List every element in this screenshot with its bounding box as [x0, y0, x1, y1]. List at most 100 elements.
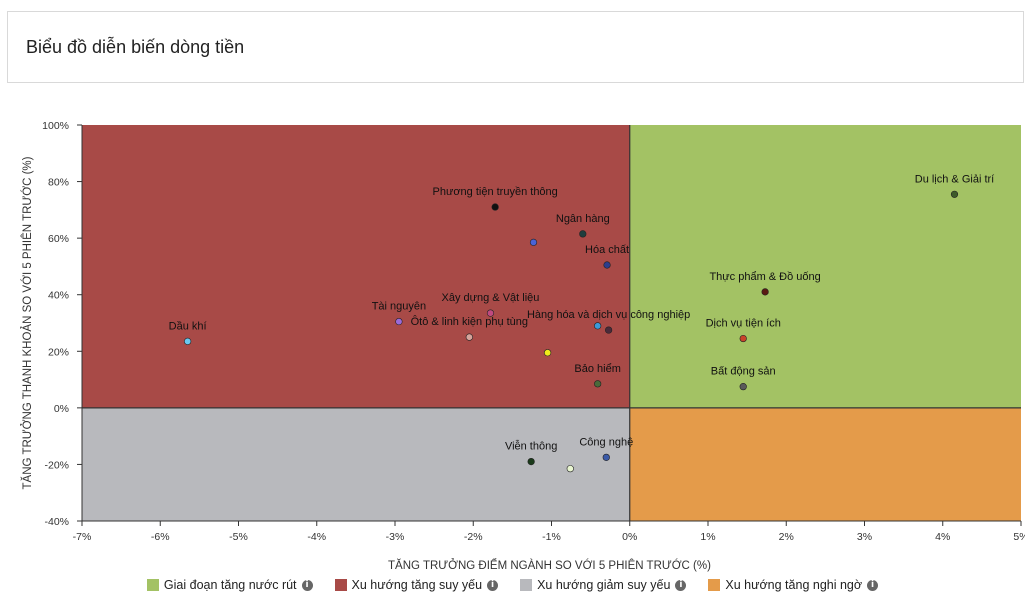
point-label: Dầu khí: [169, 320, 207, 332]
data-point: [543, 349, 552, 357]
point-label: Bảo hiểm: [574, 363, 620, 375]
y-axis-title: TĂNG TRƯỞNG THANH KHOẢN SO VỚI 5 PHIÊN T…: [21, 156, 34, 489]
y-tick-label: 80%: [48, 177, 69, 189]
point-marker: [566, 465, 574, 473]
point-marker: [486, 309, 495, 317]
data-point: Hóa chất: [585, 244, 629, 269]
data-point: Bảo hiểm: [574, 363, 621, 388]
legend-swatch: [334, 579, 347, 591]
point-marker: [603, 261, 611, 269]
x-tick-label: 3%: [857, 531, 872, 543]
point-marker: [543, 349, 552, 357]
point-marker: [579, 230, 587, 238]
x-tick-label: -1%: [542, 531, 561, 543]
legend-label: Giai đoạn tăng nước rút: [163, 578, 297, 592]
data-point: Viễn thông: [505, 440, 557, 466]
x-tick-label: -7%: [73, 531, 92, 543]
card-title: Biểu đồ diễn biến dòng tiền: [26, 37, 245, 57]
legend-item[interactable]: Xu hướng tăng suy yếu i: [334, 578, 499, 592]
quadrant-bottom-right: [629, 407, 1021, 521]
info-icon[interactable]: i: [867, 579, 879, 591]
data-point: Ngân hàng: [556, 213, 610, 238]
x-tick-label: 2%: [779, 531, 794, 543]
legend-swatch: [708, 579, 721, 591]
quadrant-top-right: [629, 125, 1021, 408]
legend-item[interactable]: Giai đoạn tăng nước rút i: [146, 578, 313, 592]
quadrant-top-left: [82, 125, 630, 408]
data-point: Thực phẩm & Đồ uống: [709, 271, 821, 296]
y-tick-label: 0%: [54, 403, 69, 415]
data-point: Phương tiện truyền thông: [433, 186, 558, 211]
point-label: Bất động sản: [711, 366, 776, 378]
point-label: Tài nguyên: [372, 301, 426, 313]
x-tick-label: 4%: [935, 531, 950, 543]
legend-item[interactable]: Xu hướng giảm suy yếu i: [520, 578, 687, 592]
x-axis-title: TĂNG TRƯỞNG ĐIỂM NGÀNH SO VỚI 5 PHIÊN TR…: [388, 559, 711, 572]
data-point: Bất động sản: [711, 366, 776, 391]
y-tick-label: 100%: [42, 120, 69, 132]
point-marker: [594, 380, 602, 388]
info-icon[interactable]: i: [301, 579, 313, 591]
chart-card-header: Biểu đồ diễn biến dòng tiền: [7, 11, 1024, 83]
x-tick-label: 5%: [1013, 531, 1025, 543]
point-marker: [491, 203, 499, 211]
x-tick-label: -5%: [229, 531, 248, 543]
legend-swatch: [520, 579, 533, 591]
point-marker: [395, 317, 403, 326]
point-marker: [739, 334, 747, 343]
legend-label: Xu hướng tăng suy yếu: [351, 578, 483, 592]
point-label: Du lịch & Giải trí: [915, 173, 994, 185]
point-marker: [739, 383, 747, 391]
quadrant-bottom-left: [82, 407, 630, 521]
y-tick-label: -20%: [44, 459, 69, 471]
point-label: Ôtô & linh kiện phụ tùng: [411, 315, 528, 328]
data-point: [529, 238, 538, 246]
info-icon[interactable]: i: [675, 579, 687, 591]
data-point: Hàng hóa và dịch vụ công nghiệp: [527, 309, 690, 334]
point-marker: [950, 190, 959, 198]
data-point: [566, 465, 574, 473]
data-point: Xây dựng & Vật liệu: [442, 292, 540, 317]
data-point: Du lịch & Giải trí: [915, 173, 994, 198]
point-label: Thực phẩm & Đồ uống: [709, 271, 820, 283]
legend-label: Xu hướng giảm suy yếu: [537, 578, 671, 592]
data-point: Dầu khí: [169, 320, 207, 345]
point-label: Dịch vụ tiện ích: [706, 318, 781, 330]
data-point: Công nghệ: [579, 436, 633, 461]
point-marker: [465, 333, 473, 341]
point-marker: [527, 458, 535, 466]
point-marker: [529, 238, 538, 246]
point-label: Công nghệ: [579, 436, 633, 448]
info-icon[interactable]: i: [487, 579, 499, 591]
legend-item[interactable]: Xu hướng tăng nghi ngờ i: [708, 578, 879, 592]
x-tick-label: -6%: [151, 531, 170, 543]
point-marker: [602, 453, 610, 461]
point-label: Hàng hóa và dịch vụ công nghiệp: [527, 309, 690, 321]
point-label: Xây dựng & Vật liệu: [442, 292, 540, 304]
x-tick-label: -3%: [386, 531, 405, 543]
data-point: Dịch vụ tiện ích: [706, 318, 781, 343]
x-tick-label: -4%: [307, 531, 326, 543]
x-tick-label: 0%: [622, 531, 637, 543]
y-tick-label: -40%: [44, 516, 69, 528]
y-tick-label: 20%: [48, 346, 69, 358]
point-label: Hóa chất: [585, 244, 629, 256]
point-label: Viễn thông: [505, 440, 557, 453]
y-tick-label: 40%: [48, 290, 69, 302]
cash-flow-chart: -7% -6% -5% -4% -3% -2% -1% 0% 1% 2% 3% 4% 5% -40% -20…: [21, 120, 1025, 572]
x-tick-label: -2%: [464, 531, 483, 543]
point-marker: [184, 337, 192, 345]
legend-label: Xu hướng tăng nghi ngờ: [725, 578, 863, 592]
chart-legend: Giai đoạn tăng nước rút i Xu hướng tăng su…: [0, 578, 1025, 592]
point-label: Ngân hàng: [556, 213, 610, 225]
y-tick-label: 60%: [48, 233, 69, 245]
point-marker: [594, 322, 602, 330]
point-label: Phương tiện truyền thông: [433, 186, 558, 198]
point-marker: [605, 326, 613, 334]
data-point: Ôtô & linh kiện phụ tùng: [411, 315, 528, 341]
point-marker: [761, 288, 769, 296]
x-tick-label: 1%: [700, 531, 715, 543]
legend-swatch: [146, 579, 159, 591]
data-point: [594, 322, 602, 330]
data-point: Tài nguyên: [372, 301, 426, 326]
